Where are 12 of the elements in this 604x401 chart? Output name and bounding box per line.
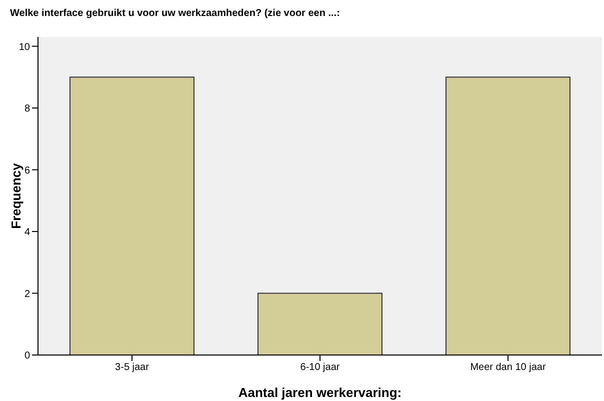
- x-tick-label: Meer dan 10 jaar: [470, 362, 546, 374]
- x-tick-label: 3-5 jaar: [115, 362, 150, 374]
- y-tick-label: 8: [24, 104, 30, 115]
- y-tick-label: 2: [24, 288, 30, 300]
- x-axis-title: Aantal jaren werkervaring:: [238, 385, 402, 400]
- chart-title: Welke interface gebruikt u voor uw werkzaamheden? (zie voor een ...:: [10, 8, 340, 19]
- y-tick-label: 4: [24, 227, 30, 238]
- y-tick-label: 10: [18, 42, 30, 53]
- y-axis-title: Frequency: [8, 162, 24, 229]
- x-tick-label: 6-10 jaar: [300, 362, 340, 374]
- y-tick-label: 6: [24, 165, 30, 176]
- y-tick-label: 0: [24, 350, 30, 362]
